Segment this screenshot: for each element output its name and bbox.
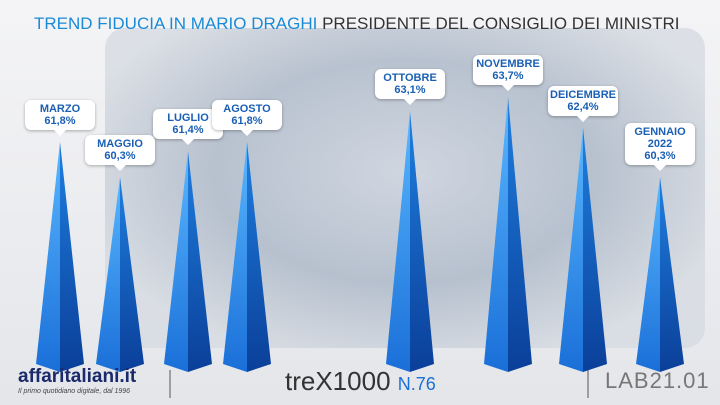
lab-logo: LAB21.01 (605, 368, 710, 393)
category-label: NOVEMBRE (476, 58, 540, 71)
category-label: MAGGIO (97, 137, 143, 150)
data-label: DEICEMBRE 62,4% (548, 85, 618, 122)
title-row: TREND FIDUCIA IN MARIO DRAGHI PRESIDENTE… (34, 14, 679, 34)
value-label: 60,3% (644, 149, 676, 162)
brand-logo: affaritaliani.it Il primo quotidiano dig… (18, 366, 136, 395)
spike-left (96, 176, 120, 372)
data-label: OTTOBRE 63,1% (375, 69, 445, 106)
spike-left (164, 151, 188, 372)
spike-right (188, 151, 212, 372)
spike (164, 151, 212, 372)
value-label: 61,8% (231, 114, 263, 127)
category-label: AGOSTO (223, 102, 271, 115)
spike-right (60, 141, 84, 372)
spike (36, 141, 84, 372)
data-label: MAGGIO 60,3% (85, 134, 155, 171)
category-label: MARZO (39, 102, 81, 115)
value-label: 62,4% (567, 100, 599, 113)
spike (559, 127, 607, 372)
category-label: DEICEMBRE (550, 88, 617, 101)
category-label: OTTOBRE (383, 72, 437, 85)
chart-subtitle: PRESIDENTE DEL CONSIGLIO DEI MINISTRI (322, 14, 680, 33)
category-label: GENNAIO 2022 (634, 125, 686, 150)
spike-left (559, 127, 583, 372)
brand: affaritaliani.it (18, 366, 137, 387)
trex-logo: treX1000 N.76 (285, 366, 436, 397)
spike-left (36, 141, 60, 372)
value-label: 63,7% (492, 70, 524, 83)
value-label: 60,3% (104, 149, 136, 162)
tagline: Il primo quotidiano digitale, dal 1996 (18, 388, 131, 395)
spike-right (583, 127, 607, 372)
spike-right (120, 176, 144, 372)
spike-right (410, 111, 434, 373)
trex: treX1000 (285, 366, 391, 396)
spike-left (223, 141, 247, 372)
data-label: LUGLIO 61,4% (153, 109, 223, 146)
spike (223, 141, 271, 372)
spike-right (247, 141, 271, 372)
spike (96, 176, 144, 372)
spike-left (484, 97, 508, 373)
data-label: AGOSTO 61,8% (212, 99, 282, 136)
spike-left (386, 111, 410, 373)
spike (484, 97, 532, 373)
spike-right (508, 97, 532, 373)
data-label: MARZO 61,8% (25, 99, 95, 136)
issue: N.76 (397, 374, 436, 394)
data-label: GENNAIO 2022 60,3% (625, 122, 695, 171)
spike-right (660, 176, 684, 372)
value-label: 61,8% (44, 114, 76, 127)
spike-left (636, 176, 660, 372)
chart-title: TREND FIDUCIA IN MARIO DRAGHI (34, 14, 318, 33)
category-label: LUGLIO (167, 112, 209, 125)
value-label: 63,1% (394, 84, 426, 97)
data-label: NOVEMBRE 63,7% (473, 55, 543, 92)
value-label: 61,4% (172, 124, 204, 137)
spike (636, 176, 684, 372)
spike (386, 111, 434, 373)
